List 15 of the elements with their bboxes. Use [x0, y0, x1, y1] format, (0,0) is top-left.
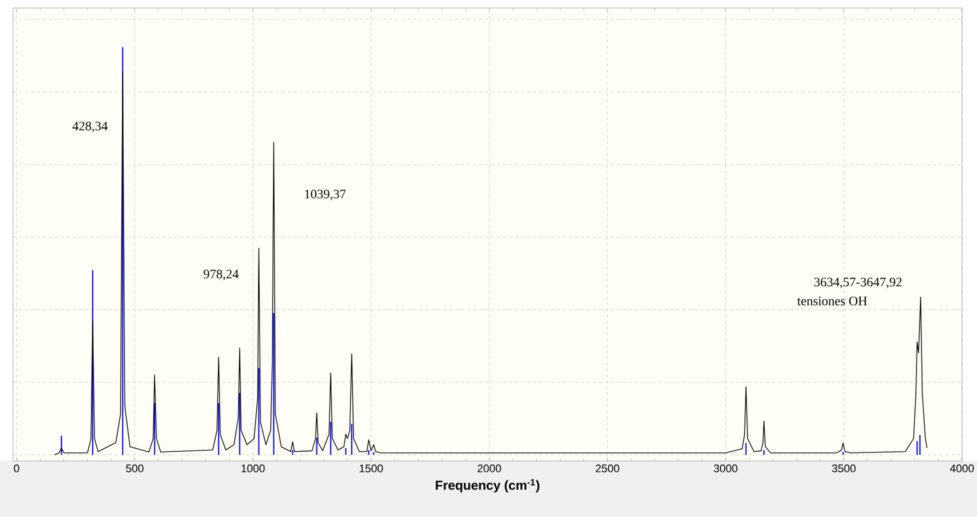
annotation: 978,24 — [204, 270, 239, 280]
x-tick-label: 1000 — [242, 464, 265, 472]
annotation: tensiones OH — [797, 296, 867, 306]
x-tick-label: 1500 — [360, 464, 383, 472]
x-tick-label: 500 — [126, 464, 144, 472]
x-tick-label: 3000 — [714, 464, 738, 472]
x-tick-label: 3500 — [832, 464, 856, 472]
x-tick-label: 0 — [14, 464, 20, 472]
annotation: 428,34 — [72, 122, 108, 132]
x-tick-label: 2500 — [596, 464, 620, 472]
x-tick-label: 2000 — [478, 464, 502, 472]
text: Frequency (cm$^{-1}$) — [436, 479, 540, 492]
annotation: 1039,37 — [305, 190, 346, 200]
annotation: 3634,57-3647,92 — [814, 278, 902, 288]
x-tick-label: 4000 — [950, 464, 974, 472]
